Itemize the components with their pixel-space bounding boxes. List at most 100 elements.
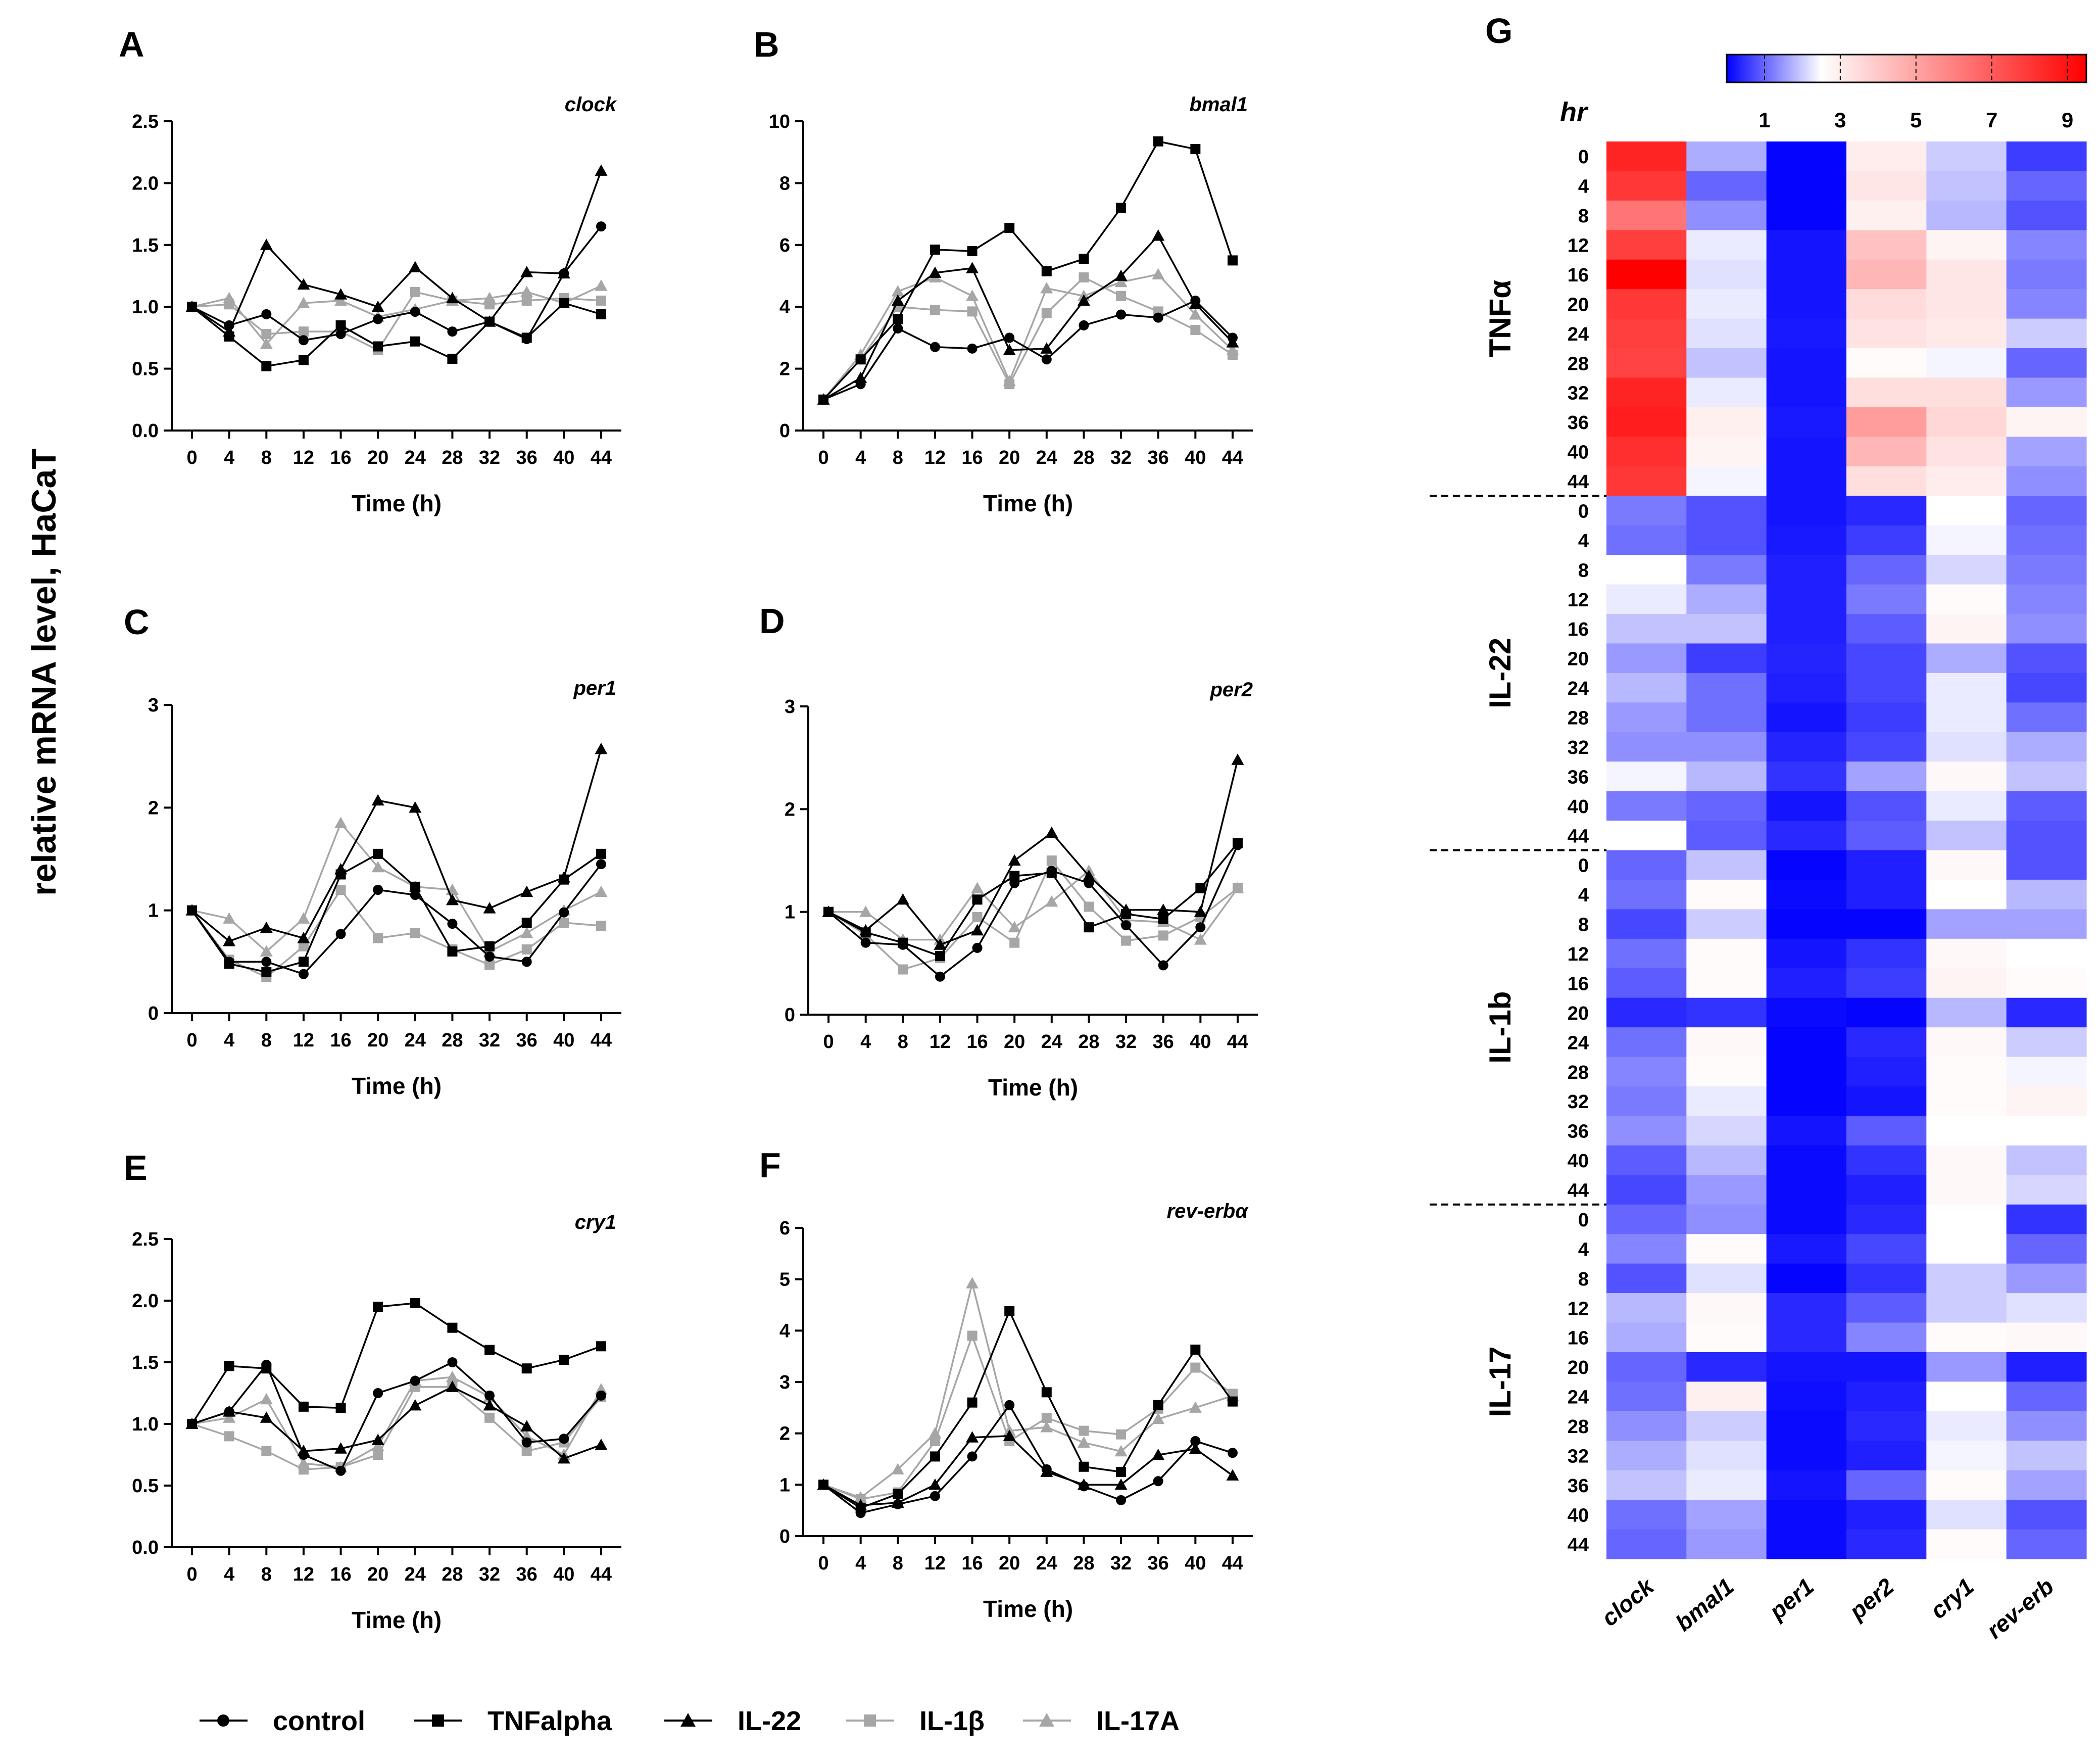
heatmap-column-label-per1: per1	[1764, 1573, 1819, 1626]
data-point	[1114, 275, 1128, 288]
heatmap-cell	[1686, 673, 1767, 703]
data-point	[559, 1355, 569, 1365]
heatmap-cell	[2006, 968, 2087, 998]
heatmap-cell	[1606, 289, 1687, 319]
heatmap-cell	[2006, 1411, 2087, 1441]
data-point	[1003, 344, 1016, 355]
heatmap-cell	[1846, 1086, 1927, 1117]
heatmap-cell	[1686, 1204, 1767, 1234]
heatmap-row-label: 28	[1568, 708, 1589, 729]
heatmap-cell	[1606, 555, 1687, 585]
data-point	[971, 882, 984, 893]
heatmap-cell	[2006, 200, 2087, 230]
heatmap-cell	[1766, 879, 1847, 910]
heatmap-cell	[1686, 437, 1767, 467]
heatmap-cell	[1606, 466, 1687, 496]
heatmap-cell	[1926, 909, 2007, 939]
heatmap-cell	[1606, 1263, 1687, 1294]
data-point	[1231, 882, 1244, 893]
heatmap-cell	[2006, 584, 2087, 614]
series-il-22	[822, 753, 1244, 950]
data-point	[1004, 1400, 1015, 1410]
heatmap-row-label: 0	[1578, 855, 1589, 877]
heatmap-cell	[1686, 1411, 1767, 1441]
heatmap-cell	[1766, 643, 1847, 674]
heatmap-cell	[1846, 643, 1927, 674]
data-point	[483, 292, 496, 304]
heatmap-group-tnf: 0 4 8 12 16 20 24 28 32 36 40 44 TNFα	[1483, 141, 2087, 496]
heatmap-cell	[1766, 761, 1847, 792]
heatmap-cell	[1686, 377, 1767, 408]
x-tick-label: 28	[442, 447, 463, 468]
heatmap-cell	[1846, 1470, 1927, 1500]
heatmap-row-label: 28	[1568, 1062, 1589, 1083]
data-point	[893, 323, 903, 334]
colorbar-tick-label: 9	[2062, 108, 2073, 132]
series-line-il-22	[191, 748, 602, 942]
x-tick-label: 40	[553, 447, 574, 468]
heatmap-group-label: TNFα	[1483, 280, 1517, 358]
heatmap-cell	[1926, 1263, 2007, 1294]
data-point	[371, 794, 384, 806]
data-point	[557, 1452, 570, 1464]
series-line-tnfalpha	[191, 1302, 602, 1424]
x-tick-label: 28	[1073, 447, 1094, 468]
data-point	[596, 859, 606, 870]
data-point	[1116, 1495, 1127, 1505]
heatmap-cell	[1766, 1116, 1847, 1146]
heatmap-cell	[1686, 643, 1767, 674]
heatmap-cell	[1926, 850, 2007, 880]
heatmap-cell	[1926, 1500, 2007, 1530]
data-point	[187, 1419, 198, 1429]
x-tick-label: 36	[1153, 1031, 1174, 1053]
y-tick-label: 2	[779, 1423, 790, 1445]
data-point	[298, 1401, 309, 1412]
data-point	[1152, 229, 1165, 241]
data-point	[1189, 297, 1202, 309]
heatmap-cell	[1846, 909, 1927, 939]
heatmap-cell	[1766, 997, 1847, 1028]
y-tick-label: 0.5	[132, 1475, 159, 1497]
heatmap-cell	[1846, 1352, 1927, 1382]
data-point	[1009, 871, 1020, 881]
heatmap-cell	[1926, 761, 2007, 792]
heatmap-group-il-1b: 0 4 8 12 16 20 24 28 32 36 40 44 IL-1b	[1483, 850, 2087, 1205]
data-point	[483, 1399, 496, 1411]
data-point	[521, 944, 532, 955]
data-point	[1116, 291, 1127, 301]
x-tick-label: 16	[330, 1564, 351, 1585]
data-point	[260, 945, 273, 957]
series-line-tnfalpha	[823, 1309, 1234, 1509]
data-point	[596, 1390, 606, 1401]
data-point	[559, 1434, 569, 1444]
data-point	[1232, 838, 1243, 848]
data-point	[334, 294, 348, 306]
x-tick-label: 44	[1222, 447, 1243, 468]
data-point	[1116, 1429, 1127, 1440]
data-point	[373, 341, 383, 352]
x-tick-label: 40	[553, 1564, 574, 1585]
data-point	[297, 932, 310, 943]
legend-label: IL-17A	[1096, 1706, 1180, 1736]
x-tick-label: 24	[1036, 447, 1057, 468]
data-point	[1158, 914, 1168, 924]
data-point	[934, 938, 947, 950]
heatmap-cell	[1606, 200, 1687, 230]
heatmap-cell	[2006, 761, 2087, 792]
heatmap-cell	[1926, 437, 2007, 467]
heatmap-cell	[1846, 348, 1927, 378]
data-point	[1009, 937, 1020, 948]
x-tick-label: 8	[261, 1030, 272, 1051]
heatmap-cell	[1686, 525, 1767, 555]
heatmap-cell	[1606, 791, 1687, 821]
data-point	[1079, 254, 1089, 264]
series-line-il-17a	[823, 1283, 1233, 1499]
data-point	[1040, 1465, 1053, 1477]
heatmap-row-label: 12	[1568, 944, 1589, 965]
x-tick-label: 44	[591, 1564, 612, 1585]
series-line-control	[827, 844, 1239, 978]
heatmap-cell	[1686, 1116, 1767, 1146]
